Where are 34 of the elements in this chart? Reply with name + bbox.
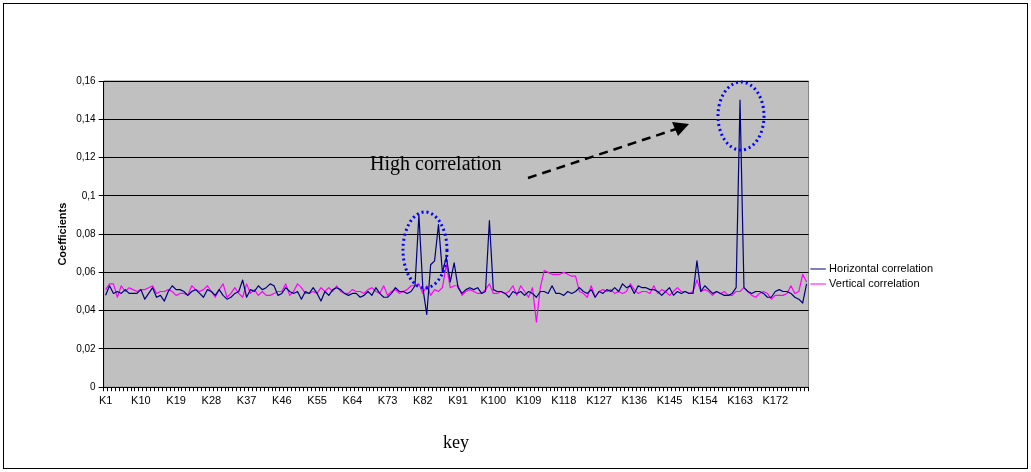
y-tick-label: 0,04 — [76, 304, 97, 316]
x-tick-label: K10 — [131, 393, 151, 406]
annotation: High correlation — [370, 152, 502, 175]
x-tick-label: K136 — [621, 393, 648, 406]
y-tick-label: 0,12 — [76, 151, 97, 163]
x-tick-label: K91 — [448, 393, 468, 406]
x-tick-label: K73 — [377, 393, 398, 406]
x-tick-label: K154 — [691, 393, 718, 406]
y-tick-label: 0,06 — [76, 266, 97, 278]
y-axis-title: Coefficients — [55, 202, 68, 266]
x-tick-label: K118 — [551, 393, 577, 406]
x-tick-label: K28 — [201, 393, 222, 406]
y-tick-label: 0,16 — [76, 74, 97, 86]
legend-label: Vertical correlation — [829, 277, 920, 290]
x-axis-title: key — [443, 431, 470, 452]
x-tick-label: K145 — [656, 393, 683, 406]
legend-label: Horizontal correlation — [829, 262, 933, 275]
y-tick-label: 0,1 — [81, 189, 97, 201]
x-tick-label: K55 — [307, 393, 327, 406]
x-tick-label: K172 — [762, 393, 789, 406]
x-tick-label: K19 — [166, 393, 186, 406]
x-tick-label: K64 — [342, 393, 363, 406]
x-tick-label: K37 — [236, 393, 257, 406]
x-tick-label: K46 — [272, 393, 292, 406]
y-tick-label: 0 — [90, 380, 97, 392]
y-tick-label: 0,14 — [76, 113, 97, 125]
x-tick-label: K163 — [727, 393, 753, 406]
y-tick-label: 0,02 — [76, 342, 97, 354]
x-tick-label: K100 — [480, 393, 507, 406]
y-tick-label: 0,08 — [76, 227, 97, 239]
x-tick-label: K127 — [586, 393, 612, 406]
x-tick-label: K109 — [515, 393, 542, 406]
x-tick-label: K1 — [98, 393, 113, 406]
x-tick-label: K82 — [413, 393, 433, 406]
